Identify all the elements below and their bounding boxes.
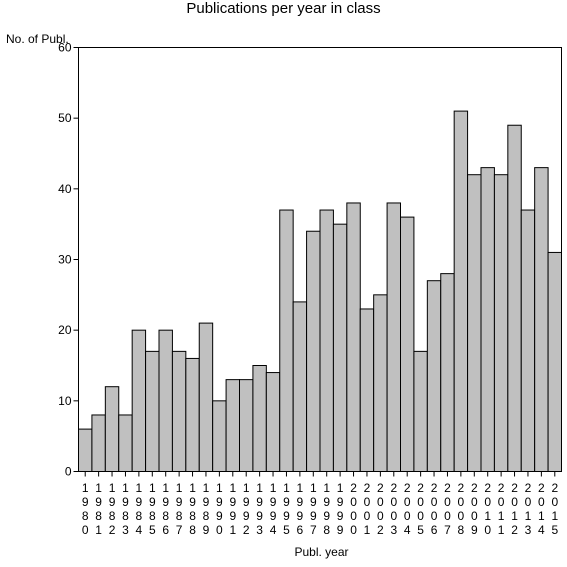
bar-2013 [520,209,536,473]
bar-1998 [319,209,334,473]
y-tick-label: 0 [65,465,72,479]
bar-2000 [346,202,361,472]
bar-2012 [507,124,522,472]
bar-2001 [359,308,375,473]
bar-2004 [400,216,415,472]
bar-1999 [332,223,348,472]
y-tick-label: 60 [58,41,72,55]
bar-1991 [225,379,240,472]
bar-1983 [118,414,133,473]
bar-2006 [426,280,442,473]
bar-1984 [131,329,147,472]
y-axis: 0 10 20 30 40 50 60 [58,41,79,479]
bar-1990 [212,400,227,473]
y-tick-label: 30 [58,253,72,267]
bar-1980 [78,428,93,473]
bars-group [78,110,562,473]
bar-2003 [386,202,402,472]
bar-2008 [453,110,469,472]
chart-title: Publications per year in class [186,0,381,17]
bar-1986 [158,329,173,472]
y-tick-label: 20 [58,323,72,337]
bar-1981 [91,414,106,473]
bar-1993 [252,365,267,472]
bar-1996 [292,301,308,472]
y-axis-label: No. of Publ. [6,32,69,46]
bar-2002 [373,294,388,473]
bar-1985 [145,350,160,472]
x-axis-label: Publ. year [294,545,349,559]
bar-1989 [198,322,214,472]
bar-2015 [547,251,562,472]
bar-2009 [467,174,482,472]
bar-2005 [413,350,428,472]
bar-1982 [104,386,120,473]
y-tick-label: 40 [58,182,72,196]
bar-2007 [440,273,455,472]
bar-1987 [171,350,187,472]
bar-1997 [306,230,321,472]
bar-1988 [185,357,200,472]
y-tick-label: 50 [58,111,72,125]
bar-2011 [493,174,509,472]
plot-frame [78,47,562,472]
bar-2014 [534,167,549,472]
bar-1994 [265,372,281,473]
bar-2010 [480,167,495,472]
y-tick-label: 10 [58,394,72,408]
x-axis: 1 9 8 0 1 9 8 1 1 9 8 2 1 9 8 3 1 9 8 4 1 9 8 5 1 9 8 6 1 9 8 7 1 9 8 8 1 9 8 9… [82,471,558,537]
bar-1995 [279,209,294,473]
bar-1992 [239,379,254,472]
